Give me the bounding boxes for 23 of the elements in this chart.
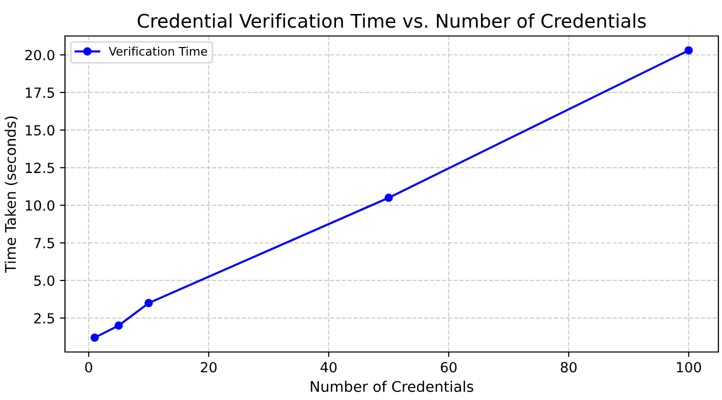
- y-tick-label: 17.5: [26, 88, 54, 98]
- y-tick-label: 7.5: [34, 238, 54, 248]
- x-tick-label: 60: [440, 362, 457, 372]
- x-axis-title: Number of Credentials: [310, 380, 474, 392]
- y-axis-title: Time Taken (seconds): [4, 116, 18, 273]
- y-tick-label: 20.0: [25, 50, 54, 60]
- x-tick-label: 20: [200, 362, 217, 372]
- legend-label: Verification Time: [108, 46, 208, 56]
- point: [384, 194, 393, 202]
- x-tick-label: 40: [320, 362, 337, 372]
- y-tick-label: 2.5: [34, 313, 54, 324]
- point: [90, 333, 99, 342]
- point: [144, 298, 153, 308]
- y-tick-label: 12.5: [26, 162, 54, 174]
- x-tick-label: 100: [676, 362, 702, 372]
- x-tick-label: 0: [85, 362, 92, 372]
- y-tick-label: 10.0: [26, 200, 54, 211]
- chart-title: Credential Verification Time vs. Number of Credentials: [138, 13, 646, 28]
- point: [684, 46, 693, 55]
- y-tick-label: 15.0: [26, 125, 54, 136]
- y-tick-label: 5.0: [34, 275, 54, 286]
- x-tick-label: 80: [560, 362, 577, 372]
- point: [114, 321, 123, 330]
